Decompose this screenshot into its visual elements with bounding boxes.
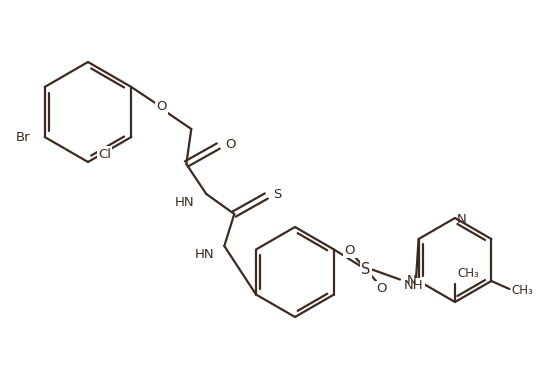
Text: HN: HN	[195, 248, 214, 260]
Text: CH₃: CH₃	[512, 285, 533, 297]
Text: N: N	[457, 212, 467, 225]
Text: O: O	[225, 138, 236, 151]
Text: NH: NH	[404, 279, 423, 292]
Text: S: S	[362, 262, 371, 277]
Text: CH₃: CH₃	[457, 267, 479, 280]
Text: Br: Br	[16, 131, 31, 144]
Text: Cl: Cl	[98, 148, 111, 161]
Text: O: O	[156, 101, 167, 114]
Text: O: O	[377, 282, 387, 295]
Text: O: O	[345, 244, 355, 257]
Text: N: N	[407, 273, 416, 286]
Text: S: S	[273, 188, 282, 201]
Text: HN: HN	[175, 195, 194, 209]
